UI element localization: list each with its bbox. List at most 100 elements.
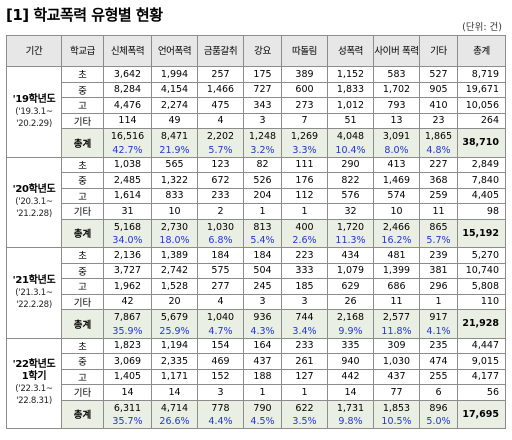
period-line: ('21.3.1~	[15, 287, 53, 298]
total-value-cell: 896	[419, 399, 458, 416]
total-value-cell: 813	[243, 218, 282, 235]
school-level-cell: 초	[61, 156, 104, 173]
value-cell: 4	[197, 112, 244, 129]
value-cell: 31	[103, 203, 152, 220]
value-cell: 1	[281, 384, 328, 401]
value-cell: 233	[197, 187, 244, 204]
total-value-cell: 5,679	[151, 309, 198, 325]
percent-cell: 10.5%	[373, 415, 420, 429]
value-cell: 481	[373, 247, 420, 264]
value-cell: 905	[419, 81, 458, 98]
percent-cell: 35.9%	[103, 325, 152, 339]
value-cell: 223	[281, 247, 328, 264]
period-cell: '22학년도 1학기 ('22.3.1~ '22.8.31)	[6, 337, 62, 429]
value-cell: 32	[327, 203, 374, 220]
value-cell: 2,274	[151, 97, 198, 114]
school-level-cell: 고	[61, 97, 104, 114]
total-value-cell: 2,202	[197, 128, 244, 144]
value-cell: 2,742	[151, 262, 198, 279]
school-level-cell: 초	[61, 247, 104, 264]
total-label: 총계	[61, 128, 104, 158]
value-cell: 188	[243, 368, 282, 385]
value-cell: 245	[243, 278, 282, 295]
total-value-cell: 2,466	[373, 218, 420, 235]
total-label: 총계	[61, 309, 104, 339]
value-cell: 14	[151, 384, 198, 401]
value-cell: 335	[327, 337, 374, 354]
value-cell: 77	[373, 384, 420, 401]
value-cell: 23	[419, 112, 458, 129]
school-level-cell: 고	[61, 368, 104, 385]
value-cell: 185	[281, 278, 328, 295]
column-header: 학교급	[61, 35, 104, 67]
school-level-cell: 고	[61, 187, 104, 204]
value-cell: 309	[373, 337, 420, 354]
percent-cell: 34.0%	[103, 234, 152, 248]
value-cell: 575	[197, 262, 244, 279]
total-value-cell: 1,040	[197, 309, 244, 325]
total-value-cell: 2,730	[151, 218, 198, 235]
table-row: '19학년도 ('19.3.1~ '20.2.29) 초 3,642 1,994 257 17…	[6, 66, 506, 158]
value-cell: 296	[419, 278, 458, 295]
row-total-cell: 4,405	[457, 187, 506, 204]
row-total-cell: 2,849	[457, 156, 506, 173]
total-value-cell: 2,577	[373, 309, 420, 325]
table-row: 기타 114 49 4 3 7 51 13 23 264	[7, 112, 506, 129]
row-total-cell: 8,719	[457, 66, 506, 83]
percent-cell: 8.0%	[373, 144, 420, 158]
value-cell: 255	[419, 368, 458, 385]
percent-cell: 5.7%	[197, 144, 244, 158]
value-cell: 381	[419, 262, 458, 279]
total-value-cell: 8,471	[151, 128, 198, 144]
value-cell: 727	[243, 81, 282, 98]
total-value-cell: 865	[419, 218, 458, 235]
total-label: 총계	[61, 218, 104, 248]
percent-row: 42.7% 21.9% 5.7% 3.2% 3.3% 10.4% 8.0% 4.8%	[7, 144, 506, 158]
value-cell: 2	[197, 203, 244, 220]
table-row: 기타 31 10 2 1 1 32 10 11 98	[7, 203, 506, 220]
row-total-cell: 4,177	[457, 368, 506, 385]
percent-cell: 2.6%	[281, 234, 328, 248]
table-row: 중 3,069 2,335 469 437 261 940 1,030 474 9,015	[7, 353, 506, 370]
column-header: 강요	[243, 35, 282, 67]
value-cell: 1,994	[151, 66, 198, 83]
value-cell: 277	[197, 278, 244, 295]
value-cell: 111	[281, 156, 328, 173]
total-value-cell: 6,311	[103, 399, 152, 416]
table-row: '22학년도 1학기 ('22.3.1~ '22.8.31) 초 1,823 1,194 15…	[6, 337, 506, 429]
value-cell: 13	[373, 112, 420, 129]
value-cell: 368	[419, 172, 458, 189]
value-cell: 1,079	[327, 262, 374, 279]
percent-cell: 3.4%	[281, 325, 328, 339]
value-cell: 3,642	[103, 66, 152, 83]
value-cell: 1	[419, 293, 458, 310]
row-total-cell: 19,671	[457, 81, 506, 98]
column-header: 금품갈취	[197, 35, 244, 67]
row-total-cell: 9,015	[457, 353, 506, 370]
value-cell: 112	[281, 187, 328, 204]
column-header: 총계	[457, 35, 506, 67]
row-total-cell: 7,840	[457, 172, 506, 189]
value-cell: 6	[419, 384, 458, 401]
school-level-cell: 기타	[61, 112, 104, 129]
total-row: 총계 5,168 2,730 1,030 813 400 1,720 2,466 865 15,1…	[7, 218, 506, 248]
value-cell: 49	[151, 112, 198, 129]
total-value-cell: 4,714	[151, 399, 198, 416]
total-value-cell: 5,168	[103, 218, 152, 235]
value-cell: 475	[197, 97, 244, 114]
value-cell: 123	[197, 156, 244, 173]
table-row: 고 4,476 2,274 475 343 273 1,012 793 410 10,056	[7, 97, 506, 114]
row-total-cell: 56	[457, 384, 506, 401]
column-header: 사이버 폭력	[373, 35, 420, 67]
column-header: 기간	[6, 35, 62, 67]
total-value-cell: 936	[243, 309, 282, 325]
value-cell: 11	[373, 293, 420, 310]
percent-cell: 18.0%	[151, 234, 198, 248]
value-cell: 233	[281, 337, 328, 354]
period-cell: '20학년도 ('20.3.1~ '21.2.28)	[6, 156, 62, 248]
value-cell: 474	[419, 353, 458, 370]
grand-total-cell: 38,710	[457, 128, 506, 158]
value-cell: 629	[327, 278, 374, 295]
value-cell: 10	[151, 203, 198, 220]
period-line: '21학년도	[12, 274, 56, 286]
